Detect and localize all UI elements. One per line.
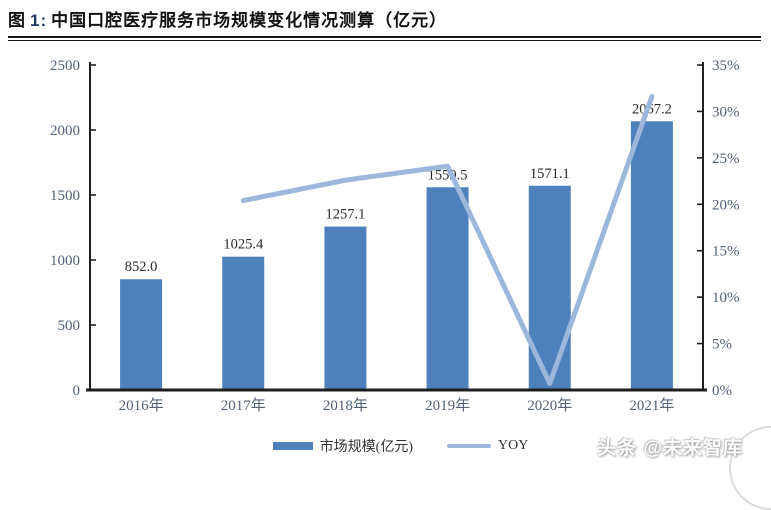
left-axis-tick-label: 1500 bbox=[50, 188, 80, 204]
bar-value-label: 2067.2 bbox=[632, 101, 672, 117]
combo-chart: 0 500 1000 1500 2000 2500 0% 5% 10% 15% 20% 25% 30% 3… bbox=[50, 58, 740, 414]
line-series-swatch bbox=[446, 444, 491, 448]
chart-legend: 市场规模(亿元) YOY bbox=[0, 436, 771, 456]
bar-2021年 bbox=[630, 121, 673, 390]
x-axis-category-label: 2018年 bbox=[323, 397, 368, 414]
x-axis-category-label: 2021年 bbox=[629, 397, 674, 414]
left-axis-tick-label: 0 bbox=[73, 383, 81, 399]
yoy-line bbox=[240, 94, 655, 386]
x-axis-category-label: 2019年 bbox=[425, 397, 470, 414]
bar-value-label: 1257.1 bbox=[325, 207, 365, 223]
legend-label: 市场规模(亿元) bbox=[319, 440, 413, 455]
bar-2016年 bbox=[120, 279, 163, 390]
bar-series-swatch bbox=[272, 442, 313, 450]
bar-2020年 bbox=[528, 185, 571, 390]
right-axis-tick-label: 35% bbox=[712, 58, 740, 74]
right-axis-tick-label: 15% bbox=[712, 244, 740, 260]
bar-value-label: 1571.1 bbox=[530, 166, 570, 182]
figure-label: 图 bbox=[8, 11, 26, 30]
right-axis-tick-label: 20% bbox=[712, 197, 740, 213]
x-axis-category-label: 2017年 bbox=[221, 397, 266, 414]
left-axis-tick-label: 2500 bbox=[50, 58, 80, 74]
legend-item-yoy: YOY bbox=[446, 438, 529, 454]
watermark-text: 头条 @未来智库 bbox=[597, 438, 743, 459]
right-axis-tick-label: 5% bbox=[712, 337, 732, 353]
figure-header: 图 1: 中国口腔医疗服务市场规模变化情况测算（亿元） bbox=[0, 0, 771, 44]
left-axis-tick-label: 1000 bbox=[50, 253, 80, 269]
right-axis-tick-label: 10% bbox=[712, 290, 740, 306]
legend-label: YOY bbox=[497, 438, 529, 453]
figure-title-text: 中国口腔医疗服务市场规模变化情况测算（亿元） bbox=[51, 11, 448, 30]
left-axis-tick-label: 500 bbox=[58, 318, 81, 334]
left-axis-tick-label: 2000 bbox=[50, 123, 80, 139]
figure-title: 图 1: 中国口腔医疗服务市场规模变化情况测算（亿元） bbox=[8, 6, 761, 31]
right-axis-tick-label: 0% bbox=[712, 383, 732, 399]
legend-item-market-size: 市场规模(亿元) bbox=[272, 436, 413, 456]
bar-2018年 bbox=[324, 226, 367, 390]
bar-value-label: 1025.4 bbox=[223, 237, 264, 253]
x-axis-category-label: 2016年 bbox=[119, 397, 164, 414]
bar-2019年 bbox=[426, 187, 469, 390]
bar-value-label: 1559.5 bbox=[428, 167, 468, 183]
title-divider bbox=[8, 36, 761, 41]
bar-2017年 bbox=[222, 256, 265, 390]
right-axis-tick-label: 25% bbox=[712, 151, 740, 167]
figure-number: 1: bbox=[30, 11, 48, 30]
right-axis-tick-label: 30% bbox=[712, 104, 740, 120]
x-axis-category-label: 2020年 bbox=[527, 397, 572, 414]
bar-value-label: 852.0 bbox=[125, 259, 158, 275]
